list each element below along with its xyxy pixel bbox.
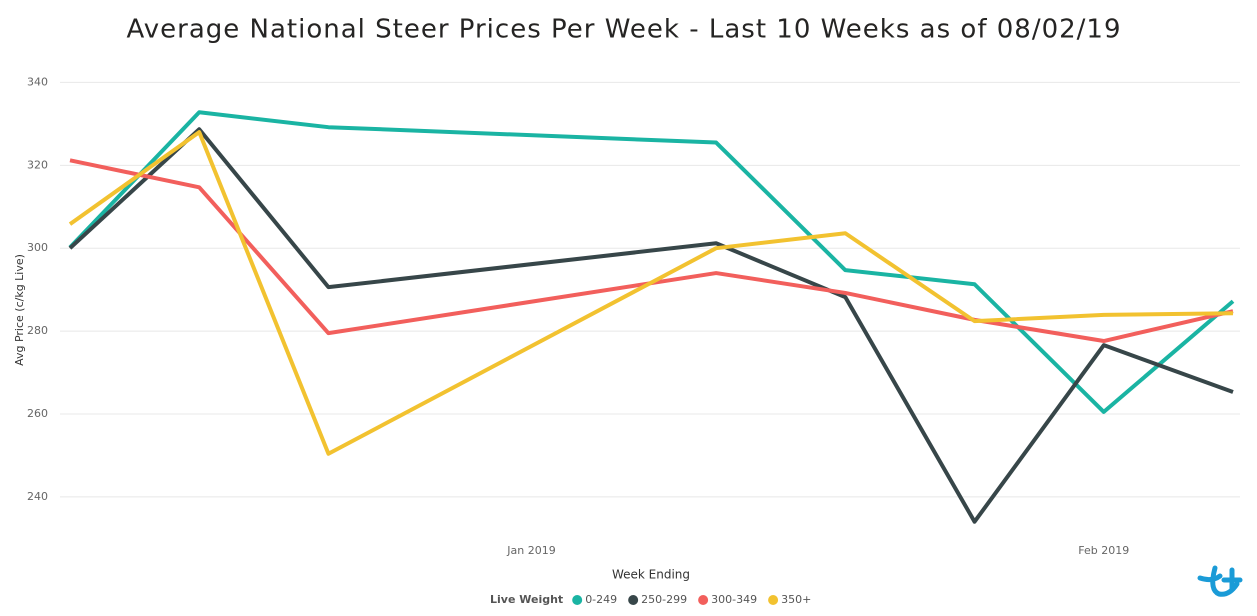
x-tick-label: Feb 2019	[1078, 544, 1129, 557]
legend-label: 300-349	[711, 593, 757, 606]
y-tick-label: 260	[27, 407, 48, 420]
y-tick-label: 340	[27, 75, 48, 88]
legend-swatch	[572, 595, 583, 605]
y-tick-label: 280	[27, 324, 48, 337]
x-tick-label: Jan 2019	[506, 544, 555, 557]
y-tick-label: 320	[27, 158, 48, 171]
legend-label: 350+	[781, 593, 811, 606]
legend-swatch	[768, 595, 779, 605]
legend-swatch	[698, 595, 709, 605]
y-axis-title: Avg Price (c/kg Live)	[13, 254, 26, 366]
y-tick-label: 300	[27, 241, 48, 254]
series-line	[69, 158, 1234, 344]
logo	[1197, 565, 1243, 597]
series-line	[68, 127, 1234, 524]
series-line	[68, 110, 1235, 414]
y-tick-label: 240	[27, 490, 48, 503]
legend-title: Live Weight	[490, 593, 563, 606]
x-axis-title: Week Ending	[612, 568, 690, 582]
series-line	[68, 130, 1234, 456]
legend-label: 250-299	[641, 593, 687, 606]
legend-swatch	[628, 595, 639, 605]
legend-label: 0-249	[585, 593, 617, 606]
chart-title: Average National Steer Prices Per Week -…	[126, 15, 1121, 45]
